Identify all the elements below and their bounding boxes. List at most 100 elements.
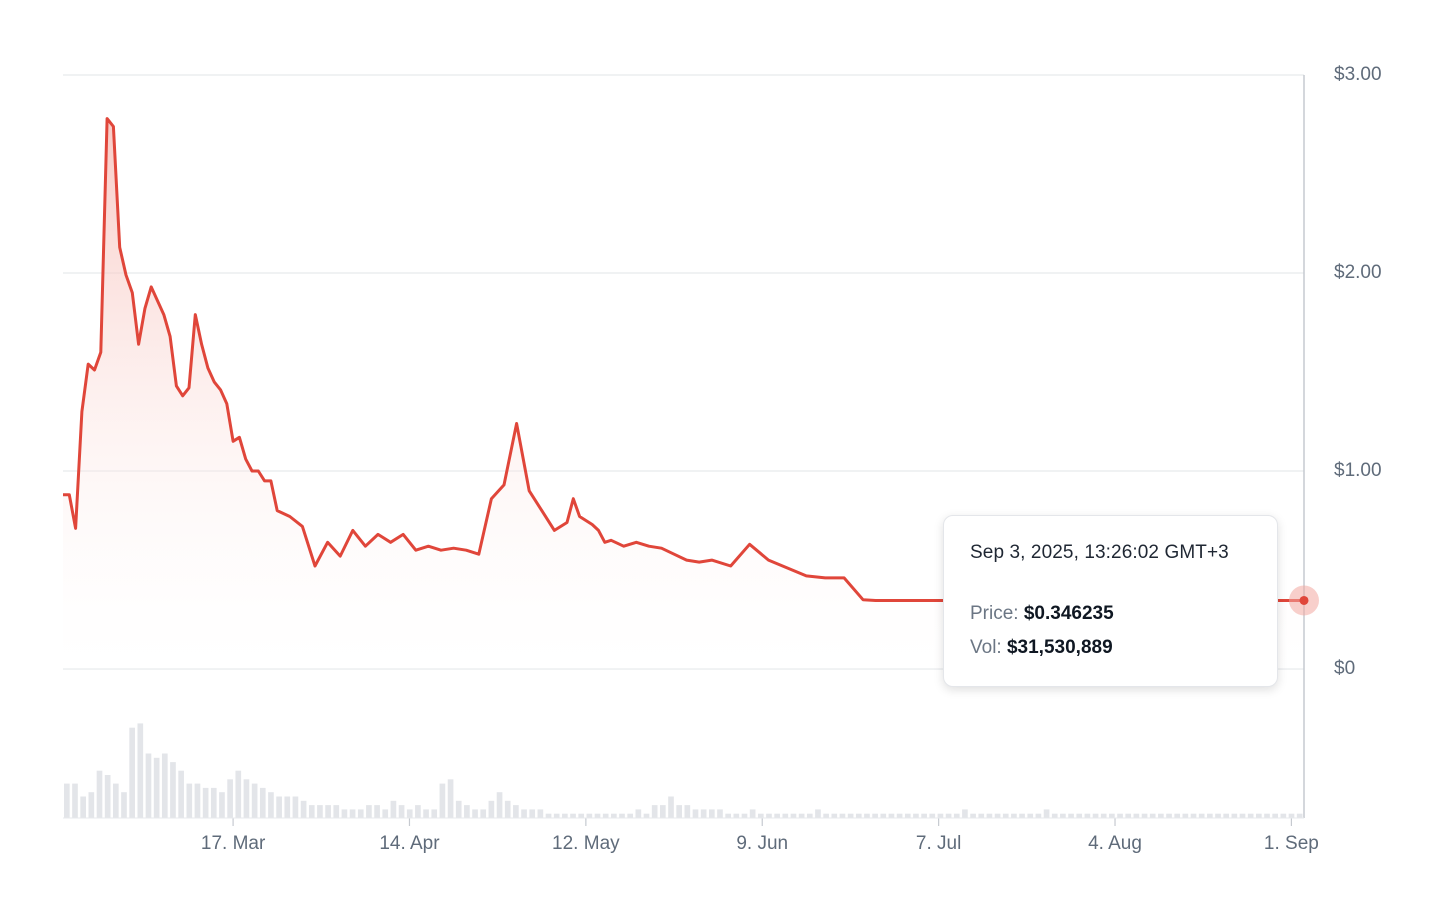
volume-bar [80,796,86,818]
volume-bar [953,813,960,818]
volume-bar [104,775,111,818]
volume-bar [1280,813,1287,818]
volume-bar [994,813,1001,818]
volume-bar [986,813,993,818]
volume-bar [578,813,585,818]
volume-bar [823,813,829,818]
volume-bar [839,813,846,818]
volume-bar [349,809,356,818]
volume-bar [880,813,887,818]
volume-bar [1068,813,1074,818]
volume-bar [464,805,470,818]
volume-bar [725,813,731,818]
volume-bar [1231,813,1238,818]
volume-bar [700,809,707,818]
tooltip-vol-label: Vol: [970,637,1002,658]
volume-bar [317,805,323,818]
volume-bar [1190,813,1197,818]
volume-bar [708,809,715,818]
volume-bar [537,809,544,818]
volume-bar [170,762,176,818]
tooltip-vol-row: Vol: $31,530,889 [970,637,1277,659]
tooltip-price-label: Price: [970,603,1019,624]
volume-bar [717,809,723,818]
volume-bar [1296,813,1303,818]
volume-bar [284,796,291,818]
x-tick-label: 14. Apr [379,833,440,854]
volume-bar [757,813,764,818]
volume-bar [774,813,780,818]
volume-bar [888,813,895,818]
volume-bar [1035,813,1042,818]
volume-bar [1256,813,1262,818]
x-tick-label: 9. Jun [736,833,788,854]
volume-bar [798,813,805,818]
volume-bar [276,796,282,818]
volume-bar [815,809,821,818]
volume-bar [831,813,838,818]
volume-bar [1264,813,1270,818]
y-tick-label: $2.00 [1334,262,1382,283]
volume-bar [611,813,617,818]
volume-bar [864,813,870,818]
volume-bar [896,813,903,818]
tooltip-price-value: $0.346235 [1023,603,1114,624]
x-tick-label: 4. Aug [1088,833,1142,854]
volume-bar [806,813,813,818]
volume-bar [488,800,495,818]
volume-bar [1239,813,1246,818]
volume-bar [137,723,144,818]
volume-bar [308,805,315,818]
volume-bar [602,813,609,818]
volume-bar [480,809,487,818]
volume-bar [398,805,405,818]
volume-bar [112,783,119,818]
volume-bar [1084,813,1091,818]
price-line [63,117,1305,602]
volume-bar [1198,813,1205,818]
volume-bar [553,813,560,818]
volume-bar [374,805,380,818]
volume-bar [366,805,372,818]
volume-bar [178,770,184,818]
volume-bar [962,809,968,818]
volume-bar [1149,813,1156,818]
volume-bar [72,783,78,818]
volume-bar [570,813,576,818]
x-axis-ticks: 17. Mar 14. Apr 12. May 9. Jun 7. Jul 4. Aug 1… [63,817,1319,854]
volume-bar [1092,813,1099,818]
volume-bar [692,809,699,818]
volume-bar [1011,813,1017,818]
volume-bar [668,796,674,818]
volume-bar [1133,813,1140,818]
volume-bar [88,792,95,818]
volume-bar [970,813,976,818]
volume-bar [913,813,919,818]
volume-bar [439,783,446,818]
volume-bar [145,753,152,818]
y-axis-ticks: $0 $1.00 $2.00 $3.00 [1334,64,1382,679]
y-tick-label: $0 [1334,658,1355,679]
volume-bar [741,813,748,818]
volume-bar [1027,813,1034,818]
volume-bar [594,813,601,818]
tooltip-date: Sep 3, 2025, 13:26:02 GMT+3 [970,542,1229,563]
volume-bar [855,813,862,818]
volume-bar [1117,813,1123,818]
volume-bar [406,809,413,818]
volume-bar [415,805,421,818]
volume-bar [643,813,650,818]
volume-bar [929,813,936,818]
volume-bar [1182,813,1189,818]
volume-bar [1109,813,1115,818]
volume-bar [1076,813,1083,818]
volume-bar [978,813,985,818]
volume-bar [945,813,952,818]
y-tick-label: $1.00 [1334,460,1382,481]
volume-bar [153,757,160,818]
volume-bar [251,783,258,818]
volume-bar [129,727,135,818]
volume-bar [627,813,634,818]
volume-bar [521,809,527,818]
